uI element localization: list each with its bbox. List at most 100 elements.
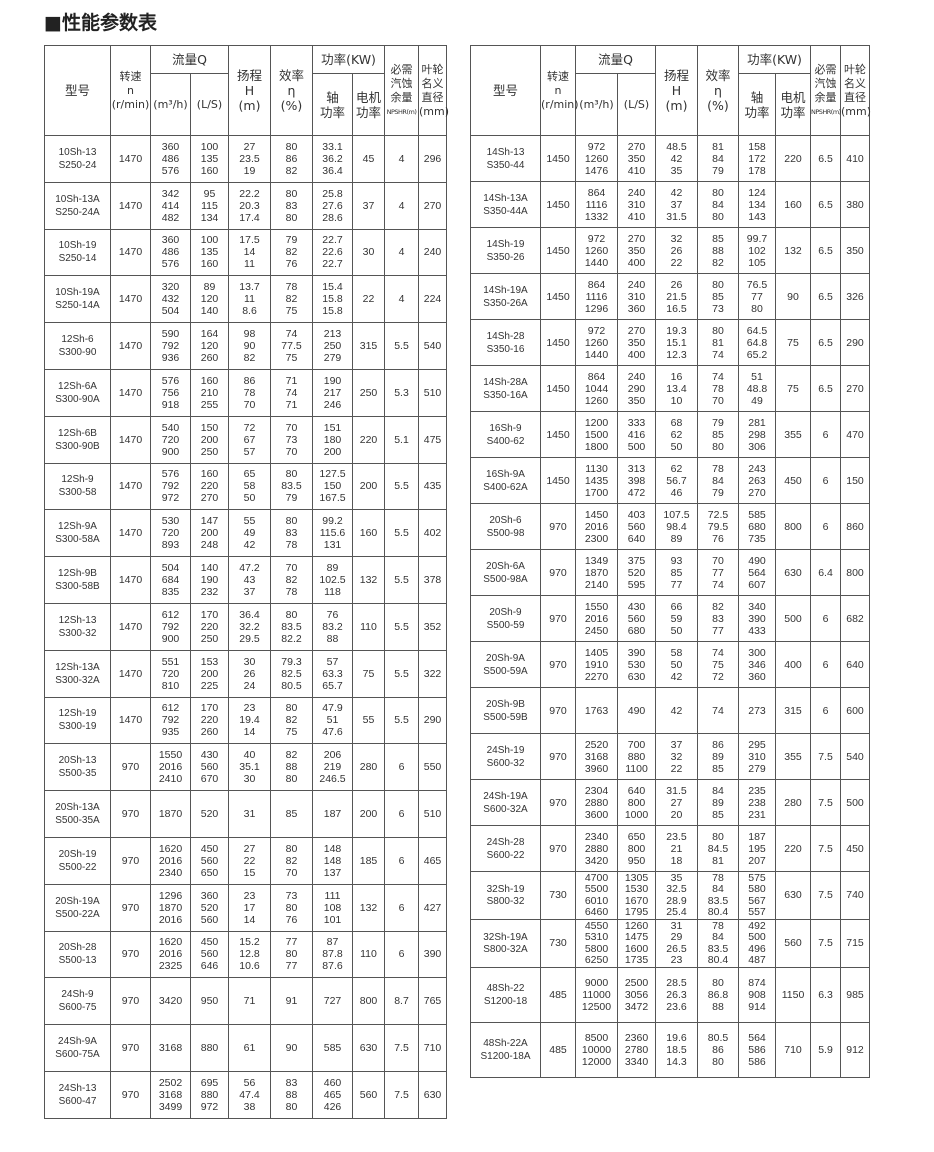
table-row: 12Sh-13 S300-32 1470 612 792 900 170 220 25… bbox=[44, 602, 447, 651]
cell-efficiency: 74 78 70 bbox=[697, 365, 739, 412]
table-row: 10Sh-19 S250-14 1470 360 486 576 100 135 16… bbox=[44, 228, 447, 277]
cell-speed: 1450 bbox=[540, 457, 576, 504]
cell-head: 86 78 70 bbox=[228, 368, 271, 417]
cell-model: 24Sh-9A S600-75A bbox=[44, 1024, 111, 1072]
cell-speed: 1470 bbox=[110, 135, 151, 183]
cell-flow-ls: 360 520 560 bbox=[190, 883, 229, 932]
cell-flow-m3h: 864 1044 1260 bbox=[575, 365, 618, 412]
table-row: 14Sh-28 S350-16 1450 972 1260 1440 270 350 … bbox=[470, 319, 870, 366]
cell-speed: 970 bbox=[110, 930, 151, 979]
cell-flow-ls: 880 bbox=[190, 1024, 229, 1072]
cell-head: 23 17 14 bbox=[228, 883, 271, 932]
cell-impeller-diameter: 352 bbox=[418, 602, 447, 651]
header-flow: 流量Q bbox=[150, 45, 229, 74]
cell-speed: 970 bbox=[110, 743, 151, 792]
cell-head: 93 85 77 bbox=[655, 549, 698, 596]
cell-efficiency: 77 80 77 bbox=[270, 930, 313, 979]
cell-flow-m3h: 612 792 935 bbox=[150, 696, 191, 745]
cell-flow-ls: 490 bbox=[617, 687, 656, 734]
cell-model: 12Sh-9 S300-58 bbox=[44, 462, 111, 511]
cell-shaft-power: 57 63.3 65.7 bbox=[312, 649, 353, 698]
cell-efficiency: 80 82 70 bbox=[270, 836, 313, 885]
cell-npsh: 5.5 bbox=[384, 696, 419, 745]
cell-flow-m3h: 342 414 482 bbox=[150, 181, 191, 230]
cell-efficiency: 86 89 85 bbox=[697, 733, 739, 780]
cell-shaft-power: 99.2 115.6 131 bbox=[312, 509, 353, 558]
cell-flow-ls: 650 800 950 bbox=[617, 825, 656, 872]
cell-motor-power: 280 bbox=[775, 779, 811, 826]
cell-flow-ls: 375 520 595 bbox=[617, 549, 656, 596]
cell-model: 10Sh-13 S250-24 bbox=[44, 135, 111, 183]
cell-motor-power: 75 bbox=[352, 649, 385, 698]
cell-npsh: 7.5 bbox=[810, 919, 841, 968]
header-npsh: 必需 汽蚀 余量 NPSHR(m) bbox=[810, 45, 841, 136]
cell-impeller-diameter: 350 bbox=[840, 227, 870, 274]
cell-head: 27 22 15 bbox=[228, 836, 271, 885]
cell-efficiency: 80.5 86 80 bbox=[697, 1022, 739, 1078]
cell-impeller-diameter: 322 bbox=[418, 649, 447, 698]
cell-speed: 1450 bbox=[540, 181, 576, 228]
table-row: 12Sh-19 S300-19 1470 612 792 935 170 220 26… bbox=[44, 696, 447, 745]
cell-flow-ls: 430 560 680 bbox=[617, 595, 656, 642]
cell-shaft-power: 25.8 27.6 28.6 bbox=[312, 181, 353, 230]
cell-npsh: 4 bbox=[384, 135, 419, 183]
cell-speed: 1470 bbox=[110, 602, 151, 651]
cell-flow-m3h: 1550 2016 2450 bbox=[575, 595, 618, 642]
cell-motor-power: 355 bbox=[775, 733, 811, 780]
cell-npsh: 8.7 bbox=[384, 977, 419, 1026]
cell-efficiency: 74 77.5 75 bbox=[270, 322, 313, 370]
cell-npsh: 5.5 bbox=[384, 509, 419, 558]
cell-model: 20Sh-13A S500-35A bbox=[44, 790, 111, 838]
cell-flow-m3h: 590 792 936 bbox=[150, 322, 191, 370]
cell-motor-power: 560 bbox=[352, 1070, 385, 1119]
cell-flow-ls: 430 560 670 bbox=[190, 743, 229, 792]
cell-impeller-diameter: 290 bbox=[418, 696, 447, 745]
cell-efficiency: 70 82 78 bbox=[270, 556, 313, 604]
cell-speed: 970 bbox=[540, 595, 576, 642]
cell-flow-m3h: 972 1260 1440 bbox=[575, 227, 618, 274]
cell-efficiency: 80 82 75 bbox=[270, 696, 313, 745]
cell-speed: 1470 bbox=[110, 696, 151, 745]
cell-model: 12Sh-13A S300-32A bbox=[44, 649, 111, 698]
cell-impeller-diameter: 410 bbox=[840, 135, 870, 182]
cell-impeller-diameter: 640 bbox=[840, 641, 870, 688]
cell-model: 14Sh-13A S350-44A bbox=[470, 181, 541, 228]
cell-flow-ls: 170 220 250 bbox=[190, 602, 229, 651]
cell-motor-power: 132 bbox=[352, 556, 385, 604]
table-row: 24Sh-28 S600-22 970 2340 2880 3420 650 800 … bbox=[470, 825, 870, 872]
cell-npsh: 6 bbox=[384, 790, 419, 838]
cell-npsh: 6.3 bbox=[810, 967, 841, 1023]
cell-shaft-power: 575 580 567 557 bbox=[738, 871, 776, 920]
cell-npsh: 5.5 bbox=[384, 556, 419, 604]
cell-npsh: 7.5 bbox=[384, 1024, 419, 1072]
cell-model: 48Sh-22A S1200-18A bbox=[470, 1022, 541, 1078]
table-row: 12Sh-6 S300-90 1470 590 792 936 164 120 260… bbox=[44, 322, 447, 370]
cell-speed: 1470 bbox=[110, 649, 151, 698]
cell-head: 72 67 57 bbox=[228, 415, 271, 464]
cell-motor-power: 355 bbox=[775, 411, 811, 458]
cell-head: 55 49 42 bbox=[228, 509, 271, 558]
cell-head: 107.5 98.4 89 bbox=[655, 503, 698, 550]
cell-head: 48.5 42 35 bbox=[655, 135, 698, 182]
cell-shaft-power: 111 108 101 bbox=[312, 883, 353, 932]
cell-motor-power: 185 bbox=[352, 836, 385, 885]
cell-speed: 1470 bbox=[110, 556, 151, 604]
cell-flow-ls: 100 135 160 bbox=[190, 228, 229, 277]
header-flow-m3h: (m³/h) bbox=[575, 73, 618, 136]
cell-shaft-power: 874 908 914 bbox=[738, 967, 776, 1023]
table-row: 12Sh-9B S300-58B 1470 504 684 835 140 190 2… bbox=[44, 556, 447, 604]
cell-impeller-diameter: 470 bbox=[840, 411, 870, 458]
cell-efficiency: 82 83 77 bbox=[697, 595, 739, 642]
cell-head: 31 bbox=[228, 790, 271, 838]
cell-shaft-power: 190 217 246 bbox=[312, 368, 353, 417]
cell-head: 13.7 11 8.6 bbox=[228, 275, 271, 324]
cell-speed: 970 bbox=[540, 825, 576, 872]
cell-model: 12Sh-13 S300-32 bbox=[44, 602, 111, 651]
cell-head: 32 26 22 bbox=[655, 227, 698, 274]
cell-efficiency: 73 80 76 bbox=[270, 883, 313, 932]
cell-flow-m3h: 2520 3168 3960 bbox=[575, 733, 618, 780]
cell-npsh: 6 bbox=[810, 641, 841, 688]
cell-impeller-diameter: 682 bbox=[840, 595, 870, 642]
npsh-unit: NPSHR(m) bbox=[386, 107, 417, 116]
cell-npsh: 5.5 bbox=[384, 602, 419, 651]
